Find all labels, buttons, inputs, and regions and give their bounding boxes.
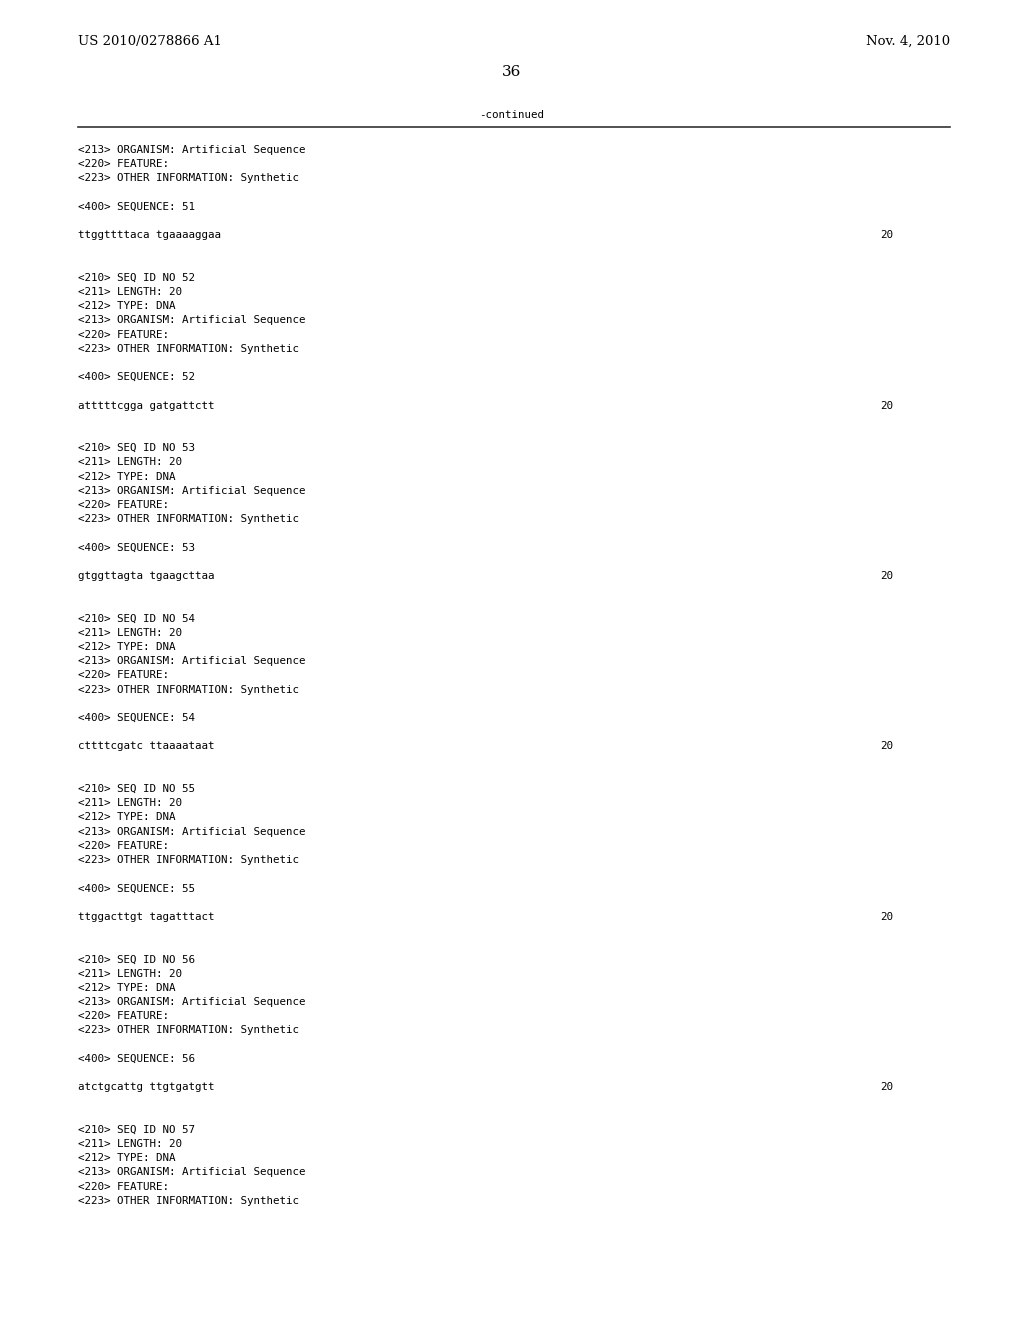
Text: <220> FEATURE:: <220> FEATURE: xyxy=(78,671,169,680)
Text: <400> SEQUENCE: 53: <400> SEQUENCE: 53 xyxy=(78,543,195,553)
Text: <210> SEQ ID NO 57: <210> SEQ ID NO 57 xyxy=(78,1125,195,1135)
Text: -continued: -continued xyxy=(479,110,545,120)
Text: ttggttttaca tgaaaaggaa: ttggttttaca tgaaaaggaa xyxy=(78,230,221,240)
Text: <220> FEATURE:: <220> FEATURE: xyxy=(78,160,169,169)
Text: <223> OTHER INFORMATION: Synthetic: <223> OTHER INFORMATION: Synthetic xyxy=(78,343,299,354)
Text: 20: 20 xyxy=(880,742,893,751)
Text: <212> TYPE: DNA: <212> TYPE: DNA xyxy=(78,983,175,993)
Text: <213> ORGANISM: Artificial Sequence: <213> ORGANISM: Artificial Sequence xyxy=(78,486,305,496)
Text: <213> ORGANISM: Artificial Sequence: <213> ORGANISM: Artificial Sequence xyxy=(78,315,305,326)
Text: <223> OTHER INFORMATION: Synthetic: <223> OTHER INFORMATION: Synthetic xyxy=(78,173,299,183)
Text: Nov. 4, 2010: Nov. 4, 2010 xyxy=(866,36,950,48)
Text: atctgcattg ttgtgatgtt: atctgcattg ttgtgatgtt xyxy=(78,1082,214,1092)
Text: <213> ORGANISM: Artificial Sequence: <213> ORGANISM: Artificial Sequence xyxy=(78,826,305,837)
Text: <220> FEATURE:: <220> FEATURE: xyxy=(78,330,169,339)
Text: 36: 36 xyxy=(503,65,521,79)
Text: <223> OTHER INFORMATION: Synthetic: <223> OTHER INFORMATION: Synthetic xyxy=(78,685,299,694)
Text: <213> ORGANISM: Artificial Sequence: <213> ORGANISM: Artificial Sequence xyxy=(78,1167,305,1177)
Text: <211> LENGTH: 20: <211> LENGTH: 20 xyxy=(78,458,182,467)
Text: <400> SEQUENCE: 56: <400> SEQUENCE: 56 xyxy=(78,1053,195,1064)
Text: 20: 20 xyxy=(880,400,893,411)
Text: <212> TYPE: DNA: <212> TYPE: DNA xyxy=(78,301,175,312)
Text: 20: 20 xyxy=(880,1082,893,1092)
Text: <212> TYPE: DNA: <212> TYPE: DNA xyxy=(78,471,175,482)
Text: <211> LENGTH: 20: <211> LENGTH: 20 xyxy=(78,286,182,297)
Text: <210> SEQ ID NO 53: <210> SEQ ID NO 53 xyxy=(78,444,195,453)
Text: <400> SEQUENCE: 54: <400> SEQUENCE: 54 xyxy=(78,713,195,723)
Text: 20: 20 xyxy=(880,912,893,921)
Text: <400> SEQUENCE: 51: <400> SEQUENCE: 51 xyxy=(78,202,195,211)
Text: <213> ORGANISM: Artificial Sequence: <213> ORGANISM: Artificial Sequence xyxy=(78,997,305,1007)
Text: US 2010/0278866 A1: US 2010/0278866 A1 xyxy=(78,36,222,48)
Text: <220> FEATURE:: <220> FEATURE: xyxy=(78,841,169,851)
Text: <210> SEQ ID NO 54: <210> SEQ ID NO 54 xyxy=(78,614,195,623)
Text: atttttcgga gatgattctt: atttttcgga gatgattctt xyxy=(78,400,214,411)
Text: <220> FEATURE:: <220> FEATURE: xyxy=(78,1011,169,1022)
Text: <211> LENGTH: 20: <211> LENGTH: 20 xyxy=(78,799,182,808)
Text: <223> OTHER INFORMATION: Synthetic: <223> OTHER INFORMATION: Synthetic xyxy=(78,1196,299,1205)
Text: 20: 20 xyxy=(880,230,893,240)
Text: <212> TYPE: DNA: <212> TYPE: DNA xyxy=(78,642,175,652)
Text: <223> OTHER INFORMATION: Synthetic: <223> OTHER INFORMATION: Synthetic xyxy=(78,515,299,524)
Text: <211> LENGTH: 20: <211> LENGTH: 20 xyxy=(78,969,182,978)
Text: <400> SEQUENCE: 52: <400> SEQUENCE: 52 xyxy=(78,372,195,383)
Text: <213> ORGANISM: Artificial Sequence: <213> ORGANISM: Artificial Sequence xyxy=(78,145,305,154)
Text: <223> OTHER INFORMATION: Synthetic: <223> OTHER INFORMATION: Synthetic xyxy=(78,855,299,865)
Text: cttttcgatc ttaaaataat: cttttcgatc ttaaaataat xyxy=(78,742,214,751)
Text: <210> SEQ ID NO 55: <210> SEQ ID NO 55 xyxy=(78,784,195,795)
Text: <220> FEATURE:: <220> FEATURE: xyxy=(78,1181,169,1192)
Text: gtggttagta tgaagcttaa: gtggttagta tgaagcttaa xyxy=(78,572,214,581)
Text: <212> TYPE: DNA: <212> TYPE: DNA xyxy=(78,1154,175,1163)
Text: <210> SEQ ID NO 56: <210> SEQ ID NO 56 xyxy=(78,954,195,965)
Text: <223> OTHER INFORMATION: Synthetic: <223> OTHER INFORMATION: Synthetic xyxy=(78,1026,299,1035)
Text: 20: 20 xyxy=(880,572,893,581)
Text: <400> SEQUENCE: 55: <400> SEQUENCE: 55 xyxy=(78,883,195,894)
Text: <213> ORGANISM: Artificial Sequence: <213> ORGANISM: Artificial Sequence xyxy=(78,656,305,667)
Text: <212> TYPE: DNA: <212> TYPE: DNA xyxy=(78,812,175,822)
Text: <211> LENGTH: 20: <211> LENGTH: 20 xyxy=(78,1139,182,1148)
Text: <211> LENGTH: 20: <211> LENGTH: 20 xyxy=(78,628,182,638)
Text: <220> FEATURE:: <220> FEATURE: xyxy=(78,500,169,510)
Text: ttggacttgt tagatttact: ttggacttgt tagatttact xyxy=(78,912,214,921)
Text: <210> SEQ ID NO 52: <210> SEQ ID NO 52 xyxy=(78,273,195,282)
